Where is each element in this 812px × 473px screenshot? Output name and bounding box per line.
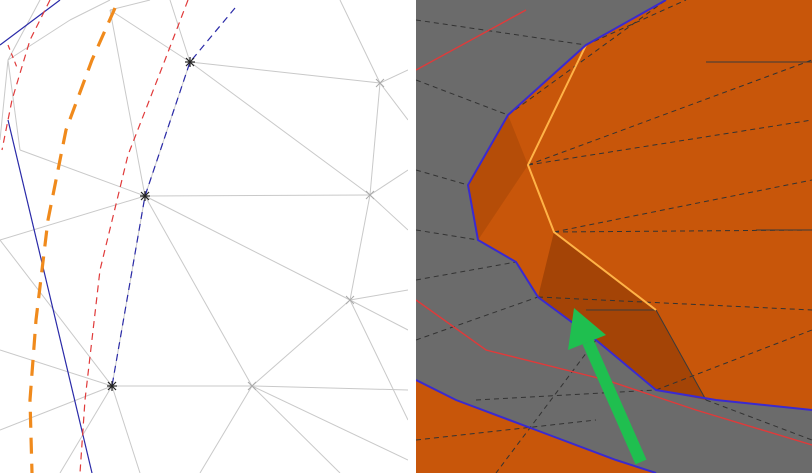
vertex-star-icon [140, 191, 150, 201]
dark-facet [538, 232, 706, 400]
left-wireframe-panel [0, 0, 408, 473]
vertex-markers [107, 57, 195, 391]
vertex-star-icon [107, 381, 117, 391]
surface-solid-edges [586, 61, 812, 401]
dark-facet [468, 115, 528, 240]
mesh-vertex-crosses [247, 78, 385, 391]
blue-boundary [416, 0, 812, 473]
highlight-edge [526, 44, 657, 311]
vertex-star-icon [185, 57, 195, 67]
shaded-svg [416, 0, 812, 473]
right-shaded-panel [416, 0, 812, 473]
surface-dashed-edges [416, 0, 812, 473]
wireframe-svg [0, 0, 408, 473]
mesh-edges [0, 0, 408, 473]
orange-surface-strip [416, 380, 656, 473]
boundary-curves [0, 0, 236, 473]
green-arrow-icon [568, 308, 647, 465]
